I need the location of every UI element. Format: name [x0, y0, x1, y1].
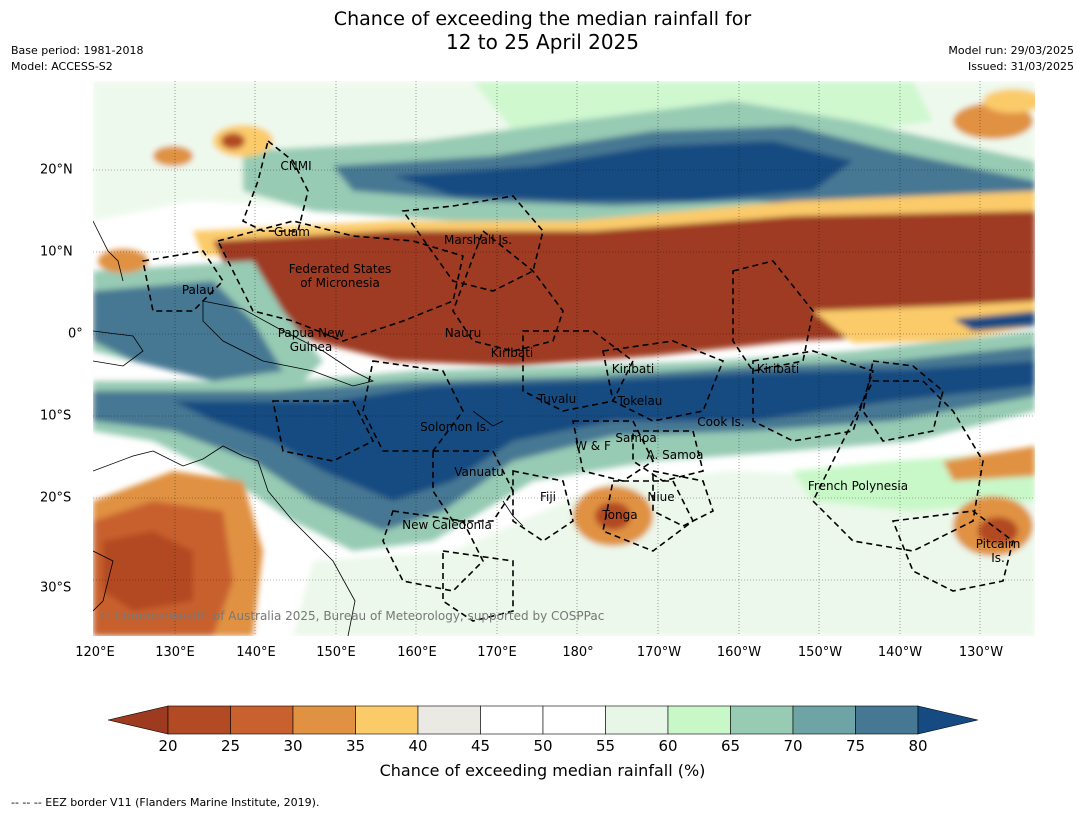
- colorbar-tick-label: 70: [783, 737, 803, 755]
- region-label-tuvalu: Tuvalu: [537, 392, 577, 406]
- region-label-tokelau: Tokelau: [617, 394, 663, 408]
- colorbar-cell: [605, 705, 669, 735]
- coastlines: [93, 220, 524, 636]
- colorbar-tick-label: 40: [408, 737, 428, 755]
- region-label-fiji: Fiji: [539, 490, 557, 504]
- colorbar-cell: [855, 705, 919, 735]
- eez-borders: [142, 139, 1014, 622]
- lat-label-eq: 0°: [68, 326, 83, 342]
- region-label-kiribati-west: Kiribati: [490, 346, 534, 360]
- lat-label-10n: 10°N: [40, 244, 73, 260]
- colorbar-cell: [792, 705, 856, 735]
- colorbar-tick-label: 60: [658, 737, 678, 755]
- region-label-kiribati-east: Kiribati: [756, 362, 800, 376]
- region-label-wf: W & F: [575, 439, 611, 453]
- lat-label-20n: 20°N: [40, 162, 73, 178]
- png-line-2: Guinea: [289, 340, 333, 354]
- colorbar-tick-label: 20: [158, 737, 178, 755]
- lon-label-140w: 140°W: [877, 645, 923, 660]
- title-line-1: Chance of exceeding the median rainfall …: [333, 8, 752, 30]
- region-label-pitcairn: Pitcairn Is.: [976, 537, 1021, 565]
- region-label-png: Papua New Guinea: [278, 326, 345, 354]
- issued-date: Issued: 31/03/2025: [967, 60, 1074, 73]
- region-label-vanuatu: Vanuatu: [454, 465, 504, 479]
- fsm-line-2: of Micronesia: [300, 276, 380, 290]
- colorbar-cell: [230, 705, 294, 735]
- region-label-niue: Niue: [647, 490, 675, 504]
- model-run: Model run: 29/03/2025: [948, 44, 1074, 57]
- lon-label-150e: 150°E: [316, 645, 356, 660]
- lat-label-10s: 10°S: [40, 408, 72, 424]
- title-line-2: 12 to 25 April 2025: [445, 30, 640, 54]
- fsm-line-1: Federated States: [288, 262, 392, 276]
- colorbar-cell: [730, 705, 794, 735]
- map-title: Chance of exceeding the median rainfall …: [0, 8, 1085, 54]
- lon-label-180: 180°: [562, 645, 594, 660]
- colorbar-extend-high: [917, 705, 978, 735]
- meta-right: Model run: 29/03/2025 Issued: 31/03/2025: [948, 43, 1074, 75]
- colorbar-cell: [542, 705, 606, 735]
- base-period: Base period: 1981-2018: [11, 44, 144, 57]
- colorbar-tick-label: 65: [720, 737, 741, 755]
- lon-label-130e: 130°E: [155, 645, 195, 660]
- pitcairn-line-2: Is.: [991, 551, 1005, 565]
- lon-label-170e: 170°E: [477, 645, 517, 660]
- colorbar-extend-low: [108, 705, 169, 735]
- probability-field: [93, 81, 1035, 636]
- region-label-nauru: Nauru: [444, 326, 482, 340]
- eez-legend-footer: -- -- -- EEZ border V11 (Flanders Marine…: [11, 796, 320, 809]
- region-label-fsm: Federated States of Micronesia: [289, 262, 391, 290]
- lon-label-130w: 130°W: [958, 645, 1004, 660]
- region-label-samoa: Samoa: [615, 431, 657, 445]
- colorbar-cells: [108, 705, 978, 735]
- region-label-marshall: Marshall Is.: [444, 233, 512, 247]
- colorbar-label: Chance of exceeding median rainfall (%): [379, 761, 706, 780]
- region-label-french-polynesia: French Polynesia: [807, 479, 909, 493]
- map-svg: [93, 81, 1035, 636]
- colorbar-tick-label: 55: [595, 737, 616, 755]
- colorbar-tick-label: 50: [533, 737, 553, 755]
- lat-label-30s: 30°S: [40, 580, 72, 596]
- meta-left: Base period: 1981-2018 Model: ACCESS-S2: [11, 43, 143, 75]
- colorbar-cell: [355, 705, 419, 735]
- colorbar-cell: [417, 705, 481, 735]
- colorbar-cell: [167, 705, 231, 735]
- colorbar-tick-label: 80: [908, 737, 928, 755]
- colorbar-tick-label: 75: [845, 737, 866, 755]
- lon-label-160e: 160°E: [397, 645, 437, 660]
- colorbar-cell: [480, 705, 544, 735]
- lat-label-20s: 20°S: [40, 490, 72, 506]
- colorbar-tick-label: 45: [470, 737, 491, 755]
- model-name: Model: ACCESS-S2: [11, 60, 113, 73]
- region-label-guam: Guam: [274, 225, 310, 239]
- region-label-cook: Cook Is.: [697, 415, 745, 429]
- colorbar-cell: [292, 705, 356, 735]
- region-label-new-caledonia: New Caledonia: [402, 518, 492, 532]
- colorbar-cell: [667, 705, 731, 735]
- region-label-tonga: Tonga: [602, 508, 638, 522]
- colorbar-tick-label: 35: [345, 737, 366, 755]
- colorbar-tick-label: 30: [283, 737, 303, 755]
- lon-label-160w: 160°W: [716, 645, 762, 660]
- lon-label-140e: 140°E: [236, 645, 276, 660]
- region-label-kiribati-central: Kiribati: [611, 362, 655, 376]
- lon-label-120e: 120°E: [75, 645, 115, 660]
- colorbar-tick-label: 25: [220, 737, 241, 755]
- pitcairn-line-1: Pitcairn: [975, 537, 1021, 551]
- region-label-solomon: Solomon Is.: [420, 420, 490, 434]
- gridlines: [93, 81, 1035, 636]
- png-line-1: Papua New: [277, 326, 345, 340]
- copyright-notice: © Commonwealth of Australia 2025, Bureau…: [99, 609, 605, 623]
- region-label-palau: Palau: [181, 283, 215, 297]
- region-label-cnmi: CNMI: [280, 159, 312, 173]
- lon-label-150w: 150°W: [797, 645, 843, 660]
- region-label-asamoa: A. Samoa: [646, 448, 704, 462]
- rainfall-map: [93, 81, 1035, 636]
- colorbar: [108, 705, 978, 735]
- lon-label-170w: 170°W: [636, 645, 682, 660]
